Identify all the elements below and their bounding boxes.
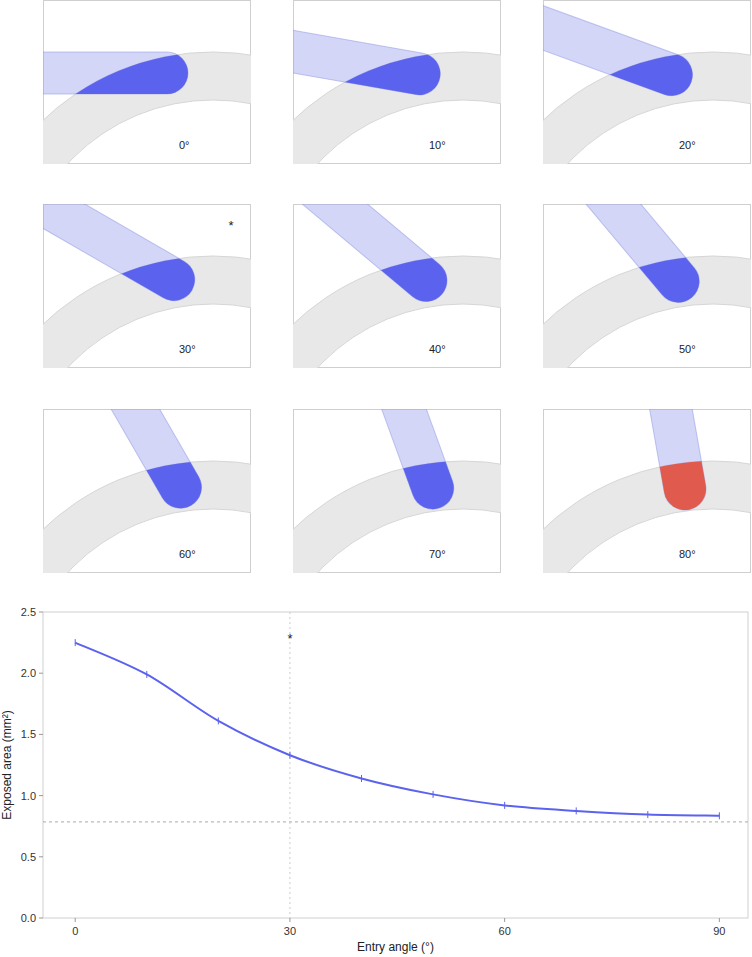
panel-label: 30°: [179, 343, 196, 355]
point-marker: [75, 639, 76, 646]
y-tick-label: 1.5: [21, 728, 36, 740]
panel-label: 40°: [429, 343, 446, 355]
exposed-lens: [293, 409, 460, 515]
lens-group: [543, 0, 698, 102]
probe: [293, 204, 456, 310]
y-tick-label: 0.5: [21, 851, 36, 863]
panel-label: 0°: [179, 139, 190, 151]
point-marker: [647, 811, 648, 818]
exposed-lens: [43, 52, 188, 94]
lens-group: [293, 0, 444, 98]
y-tick-label: 2.0: [21, 667, 36, 679]
probe: [543, 204, 708, 311]
x-tick: [719, 918, 720, 922]
probe: [43, 409, 209, 516]
ring: [543, 461, 751, 573]
ring: [43, 461, 251, 573]
panel-annotation: *: [228, 218, 233, 233]
exposed-lens: [43, 409, 209, 516]
panel-content: [43, 409, 251, 573]
lens-group: [595, 409, 709, 513]
panel-content: [543, 204, 751, 368]
point-marker: [504, 802, 505, 809]
lens-group: [43, 409, 209, 516]
exposed-lens: [595, 409, 709, 513]
lens-group: [293, 409, 460, 515]
point-marker: [289, 752, 290, 759]
panel-content: [543, 0, 751, 164]
lens-group: [543, 204, 708, 311]
probe: [293, 0, 444, 98]
point-marker: [218, 717, 219, 724]
exposed-lens: [293, 0, 444, 98]
panel-label: 60°: [179, 548, 196, 560]
panel-content: [43, 52, 251, 164]
probe: [543, 0, 698, 102]
y-tick: [39, 918, 43, 919]
point-marker: [146, 671, 147, 678]
panel-content: [293, 204, 501, 368]
panel-label: 80°: [679, 548, 696, 560]
area-curve: [75, 643, 719, 816]
y-axis-title: Exposed area (mm²): [0, 710, 14, 819]
x-tick-label: 0: [72, 925, 78, 937]
panel-label: 50°: [679, 343, 696, 355]
y-tick-label: 2.5: [21, 606, 36, 618]
y-tick-label: 0.0: [21, 912, 36, 924]
point-marker: [576, 807, 577, 814]
y-tick-label: 1.0: [21, 790, 36, 802]
panel-content: [43, 204, 251, 368]
y-tick: [39, 612, 43, 613]
x-tick-label: 90: [713, 925, 725, 937]
y-tick: [39, 795, 43, 796]
exposed-lens: [43, 204, 202, 308]
point-marker: [361, 775, 362, 782]
x-tick: [504, 918, 505, 922]
probe: [293, 409, 460, 515]
exposed-lens: [543, 204, 708, 311]
x-axis-title: Entry angle (°): [357, 940, 434, 954]
exposed-lens: [543, 0, 698, 102]
panel-content: [293, 409, 501, 573]
lens-group: [43, 52, 188, 94]
y-tick: [39, 673, 43, 674]
ring: [293, 461, 501, 573]
panel-content: [543, 409, 751, 573]
reference-line-x: [289, 612, 290, 918]
plot-frame: [43, 612, 748, 918]
lens-group: [293, 204, 456, 310]
x-tick: [289, 918, 290, 922]
panel-content: [293, 0, 501, 164]
lens-group: [43, 204, 202, 308]
y-tick: [39, 856, 43, 857]
exposed-lens: [293, 204, 456, 310]
figure: 0° 10° 20° 30° * 40° 50° 60° 70° 80° 0.0 0.5 1.0 1.5 2…: [0, 0, 752, 957]
probe: [595, 409, 709, 513]
x-tick: [75, 918, 76, 922]
panel-label: 20°: [679, 139, 696, 151]
probe: [43, 204, 202, 308]
reference-line-y: [43, 821, 748, 822]
x-tick-label: 60: [499, 925, 511, 937]
panel-label: 70°: [429, 548, 446, 560]
panel-label: 10°: [429, 139, 446, 151]
y-tick: [39, 734, 43, 735]
x-tick-label: 30: [284, 925, 296, 937]
probe: [43, 52, 188, 94]
chart: 0.0 0.5 1.0 1.5 2.0 2.5 0 30 60 90 * Entry angle (°…: [0, 606, 748, 954]
plot-area: [43, 612, 748, 918]
point-marker: [433, 791, 434, 798]
annotation: *: [287, 631, 292, 646]
point-marker: [719, 812, 720, 819]
